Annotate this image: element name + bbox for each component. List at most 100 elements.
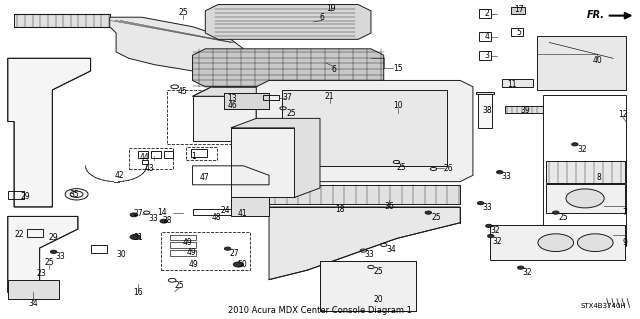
Polygon shape xyxy=(193,96,256,141)
Text: 25: 25 xyxy=(559,212,568,222)
Text: 33: 33 xyxy=(365,250,374,259)
Bar xyxy=(151,151,161,158)
Bar xyxy=(170,235,196,241)
Text: 28: 28 xyxy=(163,216,172,225)
Text: 17: 17 xyxy=(514,5,524,14)
Circle shape xyxy=(160,219,168,223)
Circle shape xyxy=(425,211,431,214)
Polygon shape xyxy=(256,80,473,182)
Text: 33: 33 xyxy=(482,203,492,212)
Circle shape xyxy=(225,247,231,250)
Bar xyxy=(186,147,217,160)
Circle shape xyxy=(572,143,578,146)
Text: 33: 33 xyxy=(501,172,511,182)
Polygon shape xyxy=(490,225,625,260)
Polygon shape xyxy=(231,118,320,197)
Polygon shape xyxy=(269,185,460,204)
Polygon shape xyxy=(320,261,415,311)
Polygon shape xyxy=(225,93,269,109)
Text: 49: 49 xyxy=(182,238,193,247)
Text: 25: 25 xyxy=(374,267,383,276)
Circle shape xyxy=(497,171,503,174)
Text: 5: 5 xyxy=(516,28,521,37)
Circle shape xyxy=(486,224,492,227)
Text: 1: 1 xyxy=(191,152,196,161)
Text: 19: 19 xyxy=(326,4,336,13)
Text: 24: 24 xyxy=(221,206,230,215)
Text: 34: 34 xyxy=(28,299,38,308)
Bar xyxy=(511,7,525,14)
Polygon shape xyxy=(205,4,371,39)
Text: 49: 49 xyxy=(186,248,196,257)
Text: 32: 32 xyxy=(522,268,532,277)
Text: 37: 37 xyxy=(282,93,292,102)
Bar xyxy=(8,191,24,199)
Polygon shape xyxy=(282,90,447,166)
Text: 2010 Acura MDX Center Console Diagram 1: 2010 Acura MDX Center Console Diagram 1 xyxy=(228,306,412,315)
Text: 10: 10 xyxy=(393,100,403,110)
Text: 35: 35 xyxy=(70,190,79,199)
Text: 45: 45 xyxy=(178,87,188,96)
Bar xyxy=(164,151,173,158)
Polygon shape xyxy=(231,197,269,216)
Circle shape xyxy=(130,213,138,217)
Text: FR.: FR. xyxy=(587,10,605,20)
Text: 14: 14 xyxy=(157,208,167,217)
Text: 40: 40 xyxy=(592,56,602,65)
Text: 3: 3 xyxy=(484,51,490,60)
Text: 34: 34 xyxy=(387,245,396,254)
Polygon shape xyxy=(476,92,494,94)
Text: 27: 27 xyxy=(134,209,143,219)
Text: 39: 39 xyxy=(520,106,530,115)
Text: 13: 13 xyxy=(227,94,237,103)
Polygon shape xyxy=(546,184,625,213)
Text: 22: 22 xyxy=(15,230,24,239)
Text: 18: 18 xyxy=(335,205,345,214)
Text: 11: 11 xyxy=(508,80,517,89)
Bar xyxy=(191,149,207,157)
Bar xyxy=(479,51,491,60)
Bar xyxy=(170,250,196,256)
Bar xyxy=(479,33,491,41)
Polygon shape xyxy=(193,87,275,141)
Text: 42: 42 xyxy=(115,171,124,181)
Bar xyxy=(141,160,148,164)
Bar xyxy=(502,79,534,87)
Text: 6: 6 xyxy=(332,65,337,74)
Bar xyxy=(129,148,173,169)
Polygon shape xyxy=(8,58,91,207)
Polygon shape xyxy=(537,36,626,90)
Text: 32: 32 xyxy=(578,145,588,154)
Text: 9: 9 xyxy=(622,238,627,247)
Text: 29: 29 xyxy=(20,192,31,201)
Bar xyxy=(91,245,106,253)
Text: 4: 4 xyxy=(484,32,490,41)
Circle shape xyxy=(538,234,573,251)
Text: 25: 25 xyxy=(431,212,441,222)
Text: 16: 16 xyxy=(134,288,143,297)
Bar xyxy=(511,28,523,36)
Text: STX4B3740H: STX4B3740H xyxy=(580,303,626,309)
Polygon shape xyxy=(269,207,460,280)
Text: 44: 44 xyxy=(140,153,150,162)
Circle shape xyxy=(234,262,244,267)
Text: 20: 20 xyxy=(374,295,383,304)
Text: 29: 29 xyxy=(49,234,58,242)
Text: 50: 50 xyxy=(237,260,247,269)
Polygon shape xyxy=(8,216,78,292)
Text: 25: 25 xyxy=(287,109,296,118)
Bar xyxy=(161,232,250,270)
Text: 27: 27 xyxy=(229,249,239,258)
Text: 36: 36 xyxy=(384,202,394,211)
Text: 43: 43 xyxy=(145,165,155,174)
Bar xyxy=(193,210,231,215)
Circle shape xyxy=(51,250,57,253)
Text: 25: 25 xyxy=(178,8,188,17)
Polygon shape xyxy=(546,161,625,183)
Text: 23: 23 xyxy=(36,270,45,278)
Text: 31: 31 xyxy=(134,234,143,242)
Polygon shape xyxy=(231,128,294,197)
Text: 47: 47 xyxy=(199,173,209,182)
Bar xyxy=(479,9,491,18)
Text: 30: 30 xyxy=(116,250,126,259)
